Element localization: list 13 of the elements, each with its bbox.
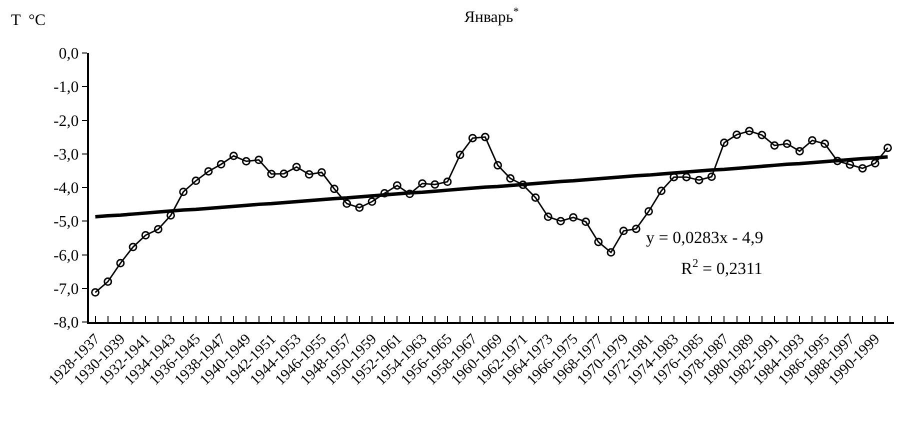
y-tick-label: -6,0 bbox=[53, 247, 79, 264]
y-tick-label: -5,0 bbox=[53, 214, 79, 231]
y-tick-label: -8,0 bbox=[53, 314, 79, 332]
y-axis-title: T °C bbox=[11, 12, 46, 29]
chart-title: Январь$^{*}$ bbox=[464, 6, 520, 26]
annotation: R$^{2}$ = 0,2311 bbox=[681, 256, 763, 278]
y-tick-label: -1,0 bbox=[53, 79, 79, 96]
y-tick-label: -3,0 bbox=[53, 146, 79, 164]
y-tick-label: -2,0 bbox=[53, 112, 79, 130]
annotation: y = 0,0283x - 4,9 bbox=[646, 228, 764, 247]
y-tick-label: -7,0 bbox=[53, 280, 79, 298]
y-tick-label: 0,0 bbox=[58, 46, 79, 63]
y-tick-label: -4,0 bbox=[53, 180, 79, 198]
